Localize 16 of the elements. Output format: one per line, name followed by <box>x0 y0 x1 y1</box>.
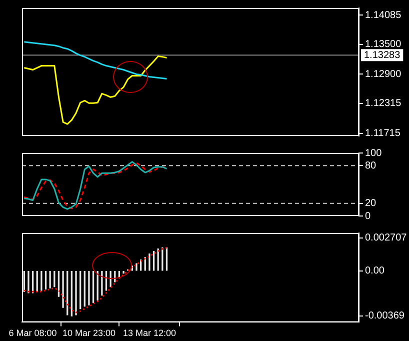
y-tick-label: 20 <box>365 198 377 210</box>
y-tick-label: -0.00369 <box>365 310 405 322</box>
y-tick-label: 1.12900 <box>365 68 402 80</box>
y-tick-label: 0 <box>365 210 371 222</box>
y-tick-label: 1.11715 <box>365 128 401 140</box>
y-tick-label: 80 <box>365 160 377 172</box>
y-tick-label: 0.002707 <box>365 232 408 244</box>
x-tick-label: 13 Mar 12:00 <box>122 328 176 338</box>
ref-line-label: 1.13283 <box>364 50 401 61</box>
y-tick-label: 1.13500 <box>365 39 402 50</box>
y-tick-label: 0.00 <box>365 266 385 277</box>
y-tick-label: 1.12315 <box>365 98 402 110</box>
x-tick-label: 10 Mar 23:00 <box>62 328 116 338</box>
y-tick-label: 1.14085 <box>365 10 402 21</box>
y-tick-label: 100 <box>365 148 382 159</box>
x-tick-label: 6 Mar 08:00 <box>8 328 57 338</box>
